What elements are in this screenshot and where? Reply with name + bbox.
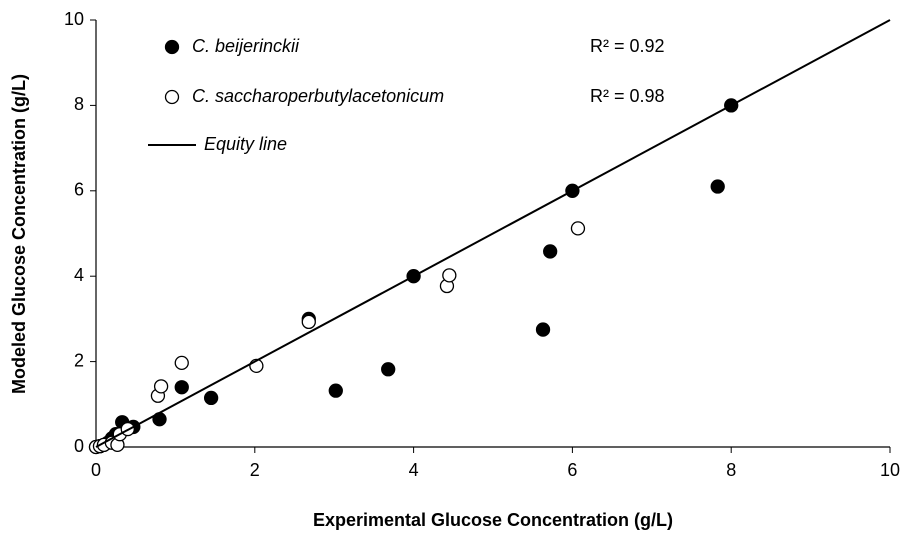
x-tick-label: 6 <box>567 460 577 480</box>
x-tick-label: 2 <box>250 460 260 480</box>
x-tick-label: 0 <box>91 460 101 480</box>
point <box>535 322 551 337</box>
legend-label: Equity line <box>204 134 287 154</box>
annotation: R² = 0.92 <box>590 36 665 56</box>
y-axis-label: Modeled Glucose Concentration (g/L) <box>9 74 29 394</box>
y-tick-label: 4 <box>74 265 84 285</box>
point <box>328 383 343 398</box>
point <box>153 379 169 394</box>
legend-marker <box>164 39 180 55</box>
point <box>174 380 189 395</box>
point <box>710 179 725 194</box>
point <box>301 314 316 330</box>
point <box>381 362 396 377</box>
y-tick-label: 6 <box>74 180 84 200</box>
point <box>174 355 189 371</box>
point <box>543 244 558 259</box>
y-tick-label: 0 <box>74 436 84 456</box>
point <box>203 390 219 406</box>
x-tick-label: 10 <box>880 460 900 480</box>
y-tick-label: 8 <box>74 94 84 114</box>
legend-label: C. saccharoperbutylacetonicum <box>192 86 444 106</box>
annotation: R² = 0.98 <box>590 86 665 106</box>
y-tick-label: 2 <box>74 350 84 370</box>
x-tick-label: 8 <box>726 460 736 480</box>
equity-line <box>95 19 891 448</box>
point <box>570 221 586 236</box>
y-tick-label: 10 <box>64 9 84 29</box>
x-tick-label: 4 <box>409 460 419 480</box>
legend-label: C. beijerinckii <box>192 36 300 56</box>
legend-marker <box>164 89 180 105</box>
point <box>442 268 457 283</box>
x-axis-label: Experimental Glucose Concentration (g/L) <box>313 510 673 530</box>
